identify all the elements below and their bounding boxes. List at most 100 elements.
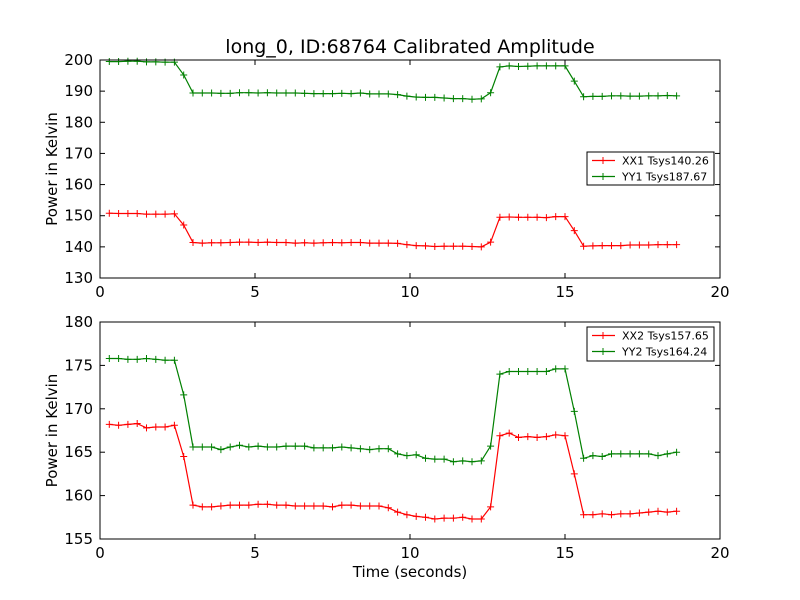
- data-point: [329, 238, 336, 246]
- data-point: [384, 239, 392, 247]
- data-point: [115, 421, 123, 429]
- data-point: [133, 210, 141, 218]
- data-point: [654, 241, 662, 249]
- data-point: [542, 62, 550, 70]
- legend: XX2 Tsys157.65 YY2 Tsys164.24: [586, 326, 715, 362]
- data-point: [449, 458, 457, 466]
- data-point: [608, 92, 615, 100]
- data-point: [291, 89, 299, 97]
- data-point: [301, 502, 309, 510]
- data-point: [347, 90, 355, 98]
- legend-label: XX2 Tsys157.65: [622, 330, 709, 343]
- data-point: [663, 92, 671, 100]
- data-point: [663, 241, 671, 249]
- data-point: [673, 92, 681, 100]
- data-point: [422, 513, 429, 521]
- data-point: [143, 210, 150, 218]
- data-point: [282, 501, 290, 509]
- data-point: [524, 433, 532, 441]
- data-point: [180, 391, 188, 399]
- data-point: [319, 502, 327, 510]
- data-point: [533, 62, 541, 70]
- data-point: [515, 367, 522, 375]
- data-point: [152, 210, 160, 218]
- data-point: [552, 62, 560, 70]
- data-point: [496, 63, 504, 71]
- data-point: [310, 239, 318, 247]
- data-point: [329, 444, 336, 452]
- data-point: [403, 92, 411, 100]
- data-point: [282, 442, 290, 450]
- data-point: [338, 443, 346, 451]
- y-tick-label: 175: [64, 356, 93, 374]
- data-point: [468, 243, 476, 251]
- data-point: [375, 502, 383, 510]
- x-tick-label: 0: [95, 283, 105, 301]
- data-point: [180, 453, 188, 461]
- data-point: [208, 443, 216, 451]
- data-point: [403, 452, 411, 460]
- data-point: [542, 433, 550, 441]
- data-point: [115, 210, 123, 218]
- data-point: [496, 213, 504, 221]
- data-point: [208, 89, 216, 97]
- x-tick-label: 15: [555, 283, 574, 301]
- data-point: [422, 454, 429, 462]
- data-point: [487, 503, 495, 511]
- y-tick-label: 170: [64, 400, 93, 418]
- data-point: [208, 239, 216, 247]
- data-point: [468, 458, 476, 466]
- series-markers-1: [105, 209, 681, 251]
- data-point: [254, 500, 262, 508]
- data-point: [542, 214, 550, 222]
- data-point: [105, 420, 113, 428]
- data-point: [115, 58, 123, 66]
- legend-swatch-marker: [599, 332, 607, 339]
- data-point: [105, 354, 113, 362]
- data-point: [273, 238, 281, 246]
- y-tick-label: 140: [64, 238, 93, 256]
- data-point: [626, 241, 634, 249]
- data-point: [645, 92, 653, 100]
- data-point: [133, 355, 141, 363]
- data-point: [236, 441, 243, 449]
- data-point: [477, 243, 485, 251]
- series-markers-1: [105, 420, 681, 523]
- data-point: [254, 89, 262, 97]
- data-point: [198, 239, 206, 247]
- data-point: [570, 470, 578, 478]
- data-point: [431, 515, 439, 523]
- data-point: [180, 71, 188, 79]
- data-point: [375, 90, 383, 98]
- series-markers-2: [105, 354, 681, 466]
- y-tick-label: 155: [64, 530, 93, 548]
- data-point: [384, 90, 392, 98]
- data-point: [152, 423, 160, 431]
- data-point: [366, 239, 374, 247]
- data-point: [440, 242, 448, 250]
- data-point: [208, 503, 216, 511]
- data-point: [589, 511, 597, 519]
- data-point: [236, 238, 243, 246]
- data-point: [608, 242, 615, 250]
- data-point: [422, 93, 429, 101]
- data-point: [254, 238, 262, 246]
- data-point: [170, 210, 178, 218]
- data-point: [366, 446, 374, 454]
- data-point: [143, 424, 150, 432]
- data-point: [533, 433, 541, 441]
- data-point: [124, 355, 132, 363]
- data-point: [589, 452, 597, 460]
- data-point: [496, 370, 504, 378]
- x-tick-label: 0: [95, 544, 105, 562]
- data-point: [589, 242, 597, 250]
- data-point: [524, 213, 532, 221]
- x-tick-label: 15: [555, 544, 574, 562]
- data-point: [133, 420, 141, 428]
- data-point: [394, 450, 402, 458]
- data-point: [580, 511, 588, 519]
- data-point: [561, 213, 569, 221]
- data-point: [589, 92, 597, 100]
